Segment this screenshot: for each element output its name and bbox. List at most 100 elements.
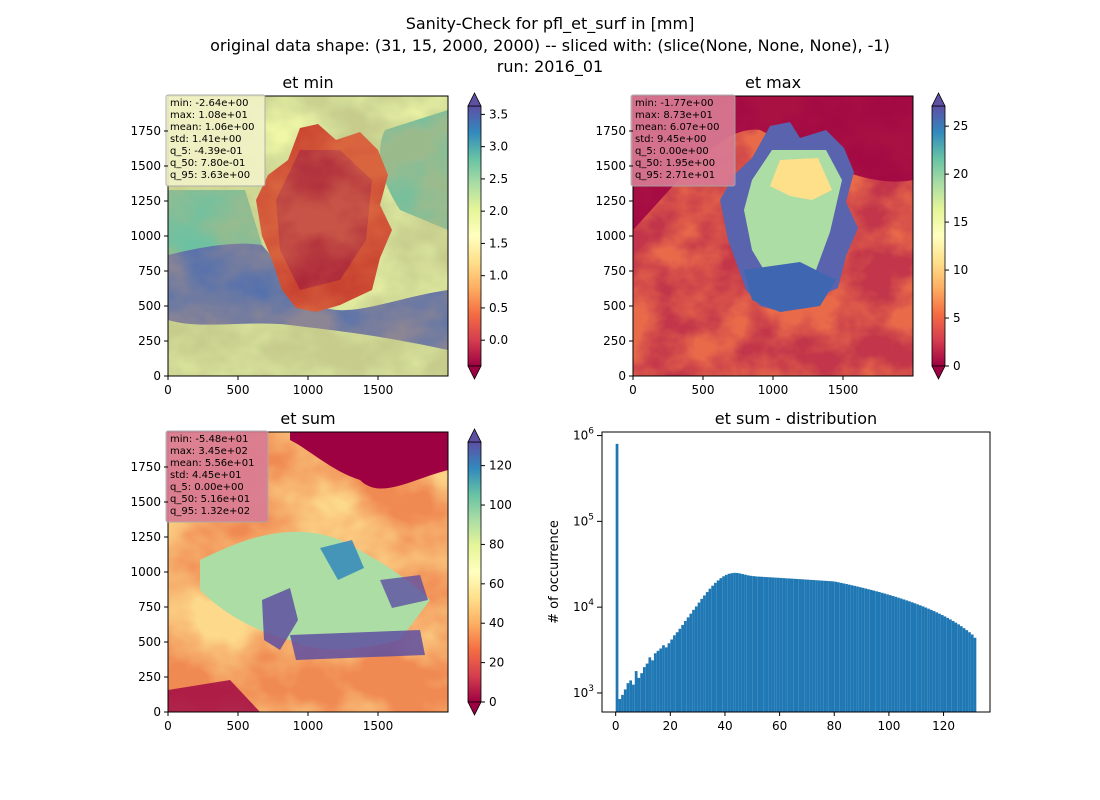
- colorbar-extend-max: [467, 428, 482, 443]
- histogram-bar: [850, 585, 854, 712]
- histogram-bar: [752, 576, 756, 712]
- histogram-bar: [626, 683, 630, 712]
- y-tick-label: 104: [573, 598, 594, 614]
- histogram-bar: [798, 579, 802, 712]
- histogram-bar: [733, 572, 736, 712]
- et-sum-stat-line: mean: 5.56e+01: [170, 458, 254, 469]
- histogram-bar: [757, 576, 761, 712]
- colorbar-tick-label: 25: [953, 119, 968, 133]
- histogram-bar: [656, 650, 660, 712]
- x-tick-label: 500: [227, 383, 250, 397]
- x-tick-label: 40: [717, 719, 732, 733]
- y-tick-label: 750: [138, 264, 161, 278]
- histogram-bar: [776, 577, 780, 712]
- x-tick-label: 1500: [828, 383, 859, 397]
- histogram-bar: [935, 612, 939, 712]
- histogram-bar: [618, 699, 622, 712]
- et-max-stat-line: q_95: 2.71e+01: [635, 170, 715, 181]
- et-sum-stat-line: min: -5.48e+01: [170, 434, 249, 445]
- colorbar-extend-max: [931, 92, 946, 107]
- et-sum-stats-box: min: -5.48e+01 max: 3.45e+02 mean: 5.56e…: [165, 430, 269, 523]
- y-tick-label: 1000: [130, 565, 161, 579]
- histogram-bar: [642, 667, 646, 712]
- panel-et-max: et max min: -1.77e+00 max: 8.73e+01 mean…: [595, 73, 968, 397]
- histogram-bar: [834, 581, 837, 712]
- et-min-stat-line: q_5: -4.39e-01: [170, 146, 243, 157]
- et-sum-blue-core-3: [320, 540, 364, 580]
- histogram-bar: [744, 574, 747, 712]
- et-min-stat-line: mean: 1.06e+00: [170, 122, 254, 133]
- histogram-bar: [940, 615, 944, 712]
- et-sum-blue-core-2: [290, 630, 425, 660]
- histogram-bar: [883, 593, 887, 712]
- colorbar-tick-label: 1.0: [489, 269, 508, 283]
- y-tick-label: 1000: [130, 229, 161, 243]
- histogram-bar: [621, 694, 624, 712]
- y-tick-label: 750: [603, 264, 626, 278]
- histogram-bar: [686, 617, 690, 712]
- colorbar-gradient: [467, 441, 482, 703]
- et-max-land-warm: [770, 158, 832, 200]
- y-tick-label: 500: [138, 635, 161, 649]
- histogram-bar: [755, 576, 758, 712]
- histogram-bar: [924, 607, 928, 712]
- histogram-bar: [845, 584, 848, 712]
- colorbar-tick-label: 20: [953, 167, 968, 181]
- y-tick-label: 750: [138, 600, 161, 614]
- x-tick-label: 1500: [363, 383, 394, 397]
- colorbar-gradient: [931, 105, 946, 367]
- x-tick-label: 20: [663, 719, 678, 733]
- x-tick-label: 500: [227, 719, 250, 733]
- histogram-bar: [774, 577, 777, 712]
- histogram-bar: [697, 602, 701, 712]
- histogram-bar: [959, 626, 963, 712]
- histogram-bar: [738, 573, 742, 712]
- histogram-bar: [809, 579, 813, 712]
- et-max-stat-line: q_50: 1.95e+00: [635, 158, 715, 169]
- colorbar-tick-label: 15: [953, 215, 968, 229]
- y-tick-label: 1750: [595, 124, 626, 138]
- histogram-bar: [856, 586, 859, 712]
- histogram-bar: [648, 657, 652, 712]
- histogram-bar: [839, 582, 843, 712]
- y-tick-label: 1000: [595, 229, 626, 243]
- histogram-bar: [708, 588, 712, 712]
- histogram-bar: [632, 684, 635, 712]
- figure-title-line-1: Sanity-Check for pfl_et_surf in [mm]: [406, 14, 695, 34]
- et-max-colorbar: 0 5 10 15 20 25: [931, 92, 968, 380]
- histogram-bar: [888, 595, 892, 712]
- histogram-bar: [629, 680, 633, 712]
- x-tick-label: 60: [772, 719, 787, 733]
- histogram-bar: [918, 605, 922, 712]
- histogram-bar: [847, 584, 851, 712]
- histogram-bar: [760, 576, 764, 712]
- histogram-bar: [623, 689, 627, 712]
- et-max-x-ticks: 0 500 1000 1500: [629, 376, 858, 397]
- histogram-bar: [932, 611, 936, 712]
- et-min-stat-line: q_95: 3.63e+00: [170, 170, 250, 181]
- et-min-stat-line: min: -2.64e+00: [170, 98, 249, 109]
- colorbar-extend-min: [467, 365, 482, 380]
- histogram-bar: [681, 624, 684, 712]
- histogram-bar: [703, 595, 706, 712]
- histogram-bar: [711, 585, 715, 712]
- y-tick-label: 103: [573, 684, 594, 700]
- histogram-axes-frame: [601, 431, 991, 713]
- histogram-bar: [768, 577, 772, 712]
- histogram-bar: [667, 643, 671, 712]
- y-tick-label: 0: [153, 369, 161, 383]
- histogram-bar: [645, 663, 649, 712]
- histogram-bar: [812, 580, 816, 712]
- histogram-bar: [897, 597, 900, 712]
- et-max-stat-line: std: 9.45e+00: [635, 134, 707, 145]
- histogram-bar: [651, 660, 654, 712]
- colorbar-extend-min: [467, 701, 482, 716]
- y-tick-label: 1500: [130, 495, 161, 509]
- et-sum-stat-line: q_5: 0.00e+00: [170, 482, 244, 493]
- et-sum-blue-core-1: [262, 588, 298, 650]
- et-sum-blue-core-4: [380, 575, 428, 608]
- histogram-bar: [831, 581, 835, 712]
- colorbar-tick-label: 60: [489, 577, 504, 591]
- x-tick-label: 120: [932, 719, 955, 733]
- colorbar-tick-label: 0.0: [489, 333, 508, 347]
